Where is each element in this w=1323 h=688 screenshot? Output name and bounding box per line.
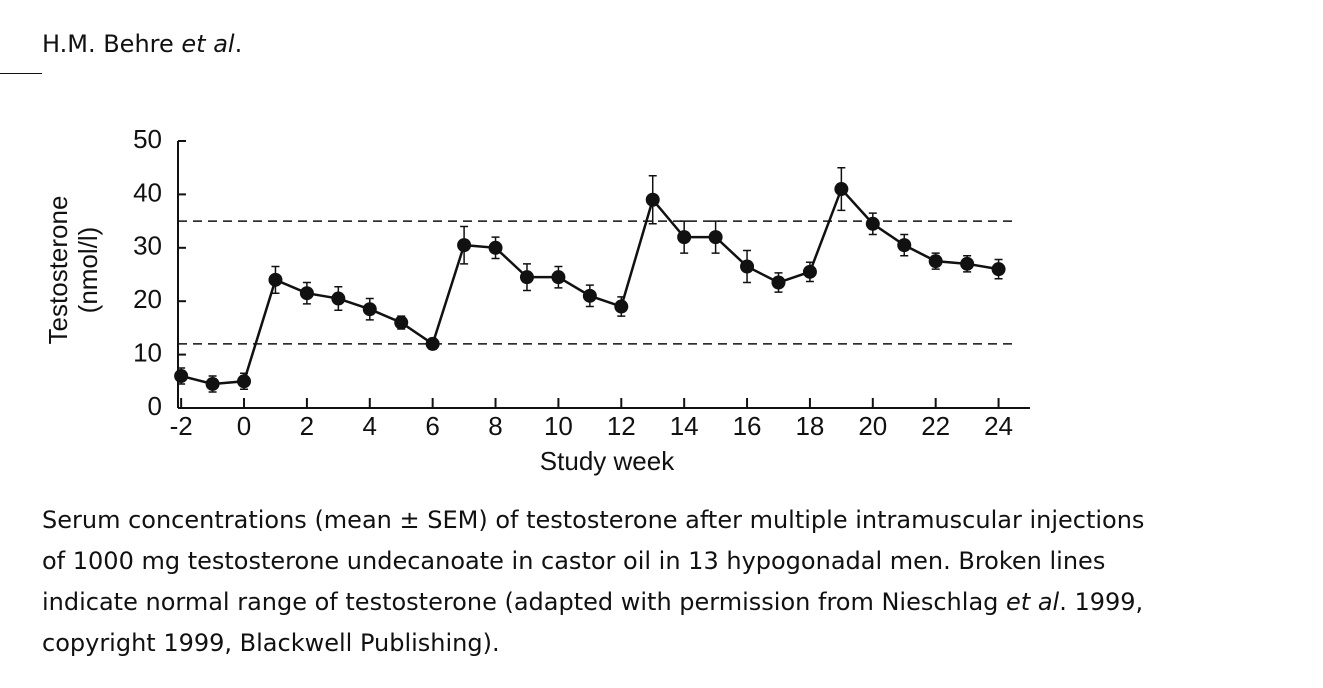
data-point: [205, 376, 220, 391]
x-tick-label: 18: [795, 411, 824, 441]
data-point: [991, 262, 1006, 277]
data-point: [299, 286, 314, 301]
header-rule: [0, 73, 42, 74]
x-tick-label: 2: [300, 411, 314, 441]
data-point: [928, 254, 943, 269]
data-point: [614, 299, 629, 314]
header-text: .: [234, 30, 243, 58]
data-point: [268, 272, 283, 287]
x-tick-label: 20: [858, 411, 887, 441]
data-point: [457, 238, 472, 253]
data-point: [362, 302, 377, 317]
x-tick-label: 8: [488, 411, 502, 441]
data-point: [740, 259, 755, 274]
x-tick-label: 16: [733, 411, 762, 441]
data-point: [645, 192, 660, 207]
x-tick-label: 22: [921, 411, 950, 441]
header-italic: et al: [181, 30, 235, 58]
data-point: [237, 374, 252, 389]
caption-text: Serum concentrations (mean ± SEM) of tes…: [42, 506, 1145, 616]
y-tick-label: 30: [133, 231, 162, 261]
data-point: [331, 291, 346, 306]
x-tick-label: -2: [170, 411, 193, 441]
y-tick-label: 50: [133, 124, 162, 154]
x-tick-label: 14: [670, 411, 699, 441]
x-axis-label: Study week: [540, 446, 675, 476]
data-point: [865, 216, 880, 231]
data-point: [582, 288, 597, 303]
data-point: [960, 256, 975, 271]
data-point: [519, 270, 534, 285]
y-tick-label: 40: [133, 177, 162, 207]
data-point: [771, 275, 786, 290]
data-point: [677, 230, 692, 245]
y-tick-label: 20: [133, 284, 162, 314]
x-tick-label: 12: [607, 411, 636, 441]
y-axis-label: Testosterone: [43, 196, 73, 345]
x-tick-label: 0: [237, 411, 251, 441]
x-tick-label: 10: [544, 411, 573, 441]
data-point: [488, 240, 503, 255]
header-text: H.M. Behre: [42, 30, 182, 58]
figure-caption: Serum concentrations (mean ± SEM) of tes…: [42, 500, 1152, 664]
data-point: [708, 230, 723, 245]
caption-italic: et al: [1006, 588, 1060, 616]
data-point: [551, 270, 566, 285]
x-tick-label: 6: [425, 411, 439, 441]
caption-text: . 1999, copyright 1999, Blackwell Publis…: [42, 588, 1144, 657]
data-point: [897, 238, 912, 253]
data-point: [394, 315, 409, 330]
data-point: [834, 182, 849, 197]
y-tick-label: 0: [148, 391, 162, 421]
x-tick-label: 4: [363, 411, 377, 441]
data-point: [802, 264, 817, 279]
x-tick-label: 24: [984, 411, 1013, 441]
data-point: [425, 336, 440, 351]
y-tick-label: 10: [133, 337, 162, 367]
data-point: [174, 368, 189, 383]
running-header: H.M. Behre et al.: [42, 30, 242, 58]
y-axis-label: (nmol/l): [73, 227, 103, 314]
